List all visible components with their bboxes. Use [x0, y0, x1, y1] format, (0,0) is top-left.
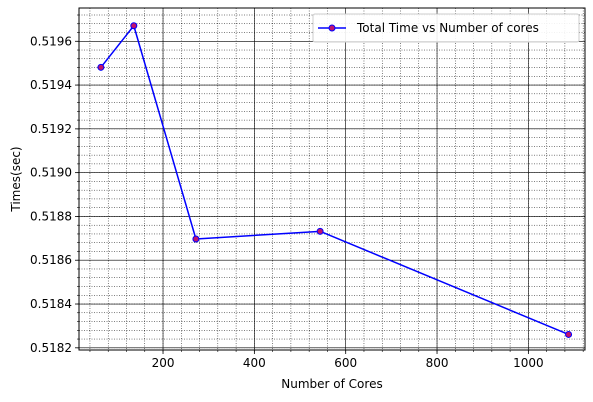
- legend-box: [312, 13, 580, 43]
- legend: Total Time vs Number of cores: [312, 13, 580, 43]
- x-axis-label: Number of Cores: [281, 377, 382, 391]
- data-point: [565, 330, 573, 338]
- x-tick-label: 400: [243, 356, 266, 370]
- y-tick-label: 0.5182: [30, 341, 72, 355]
- y-tick-label: 0.5184: [30, 297, 72, 311]
- x-tick-label: 800: [426, 356, 449, 370]
- y-tick-label: 0.5194: [30, 78, 72, 92]
- plot-area-frame: [78, 7, 586, 351]
- y-tick-label: 0.5188: [30, 209, 72, 223]
- series-layer: [97, 22, 573, 338]
- y-tick-label: 0.5190: [30, 166, 72, 180]
- y-tick-label: 0.5196: [30, 34, 72, 48]
- axis-ticks: 200 400 600 800 1000 0.5182 0.5184 0.5186 0.5188…: [30, 14, 584, 370]
- y-axis-label: Times(sec): [9, 146, 23, 212]
- y-tick-label: 0.5186: [30, 253, 72, 267]
- data-point: [97, 63, 105, 71]
- legend-entry: Total Time vs Number of cores: [356, 21, 539, 35]
- data-point: [316, 227, 324, 235]
- data-point: [130, 22, 138, 30]
- data-point: [192, 235, 200, 243]
- legend-marker-sample: [328, 24, 336, 32]
- x-tick-label: 200: [152, 356, 175, 370]
- x-tick-label: 1000: [513, 356, 544, 370]
- y-tick-label: 0.5192: [30, 122, 72, 136]
- x-tick-label: 600: [334, 356, 357, 370]
